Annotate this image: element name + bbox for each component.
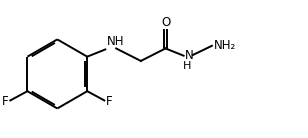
Text: F: F bbox=[2, 95, 9, 108]
Text: O: O bbox=[161, 16, 170, 29]
Text: NH₂: NH₂ bbox=[213, 39, 236, 52]
Text: F: F bbox=[106, 95, 112, 108]
Text: H: H bbox=[183, 61, 192, 71]
Text: NH: NH bbox=[107, 35, 124, 48]
Text: N: N bbox=[185, 49, 194, 62]
